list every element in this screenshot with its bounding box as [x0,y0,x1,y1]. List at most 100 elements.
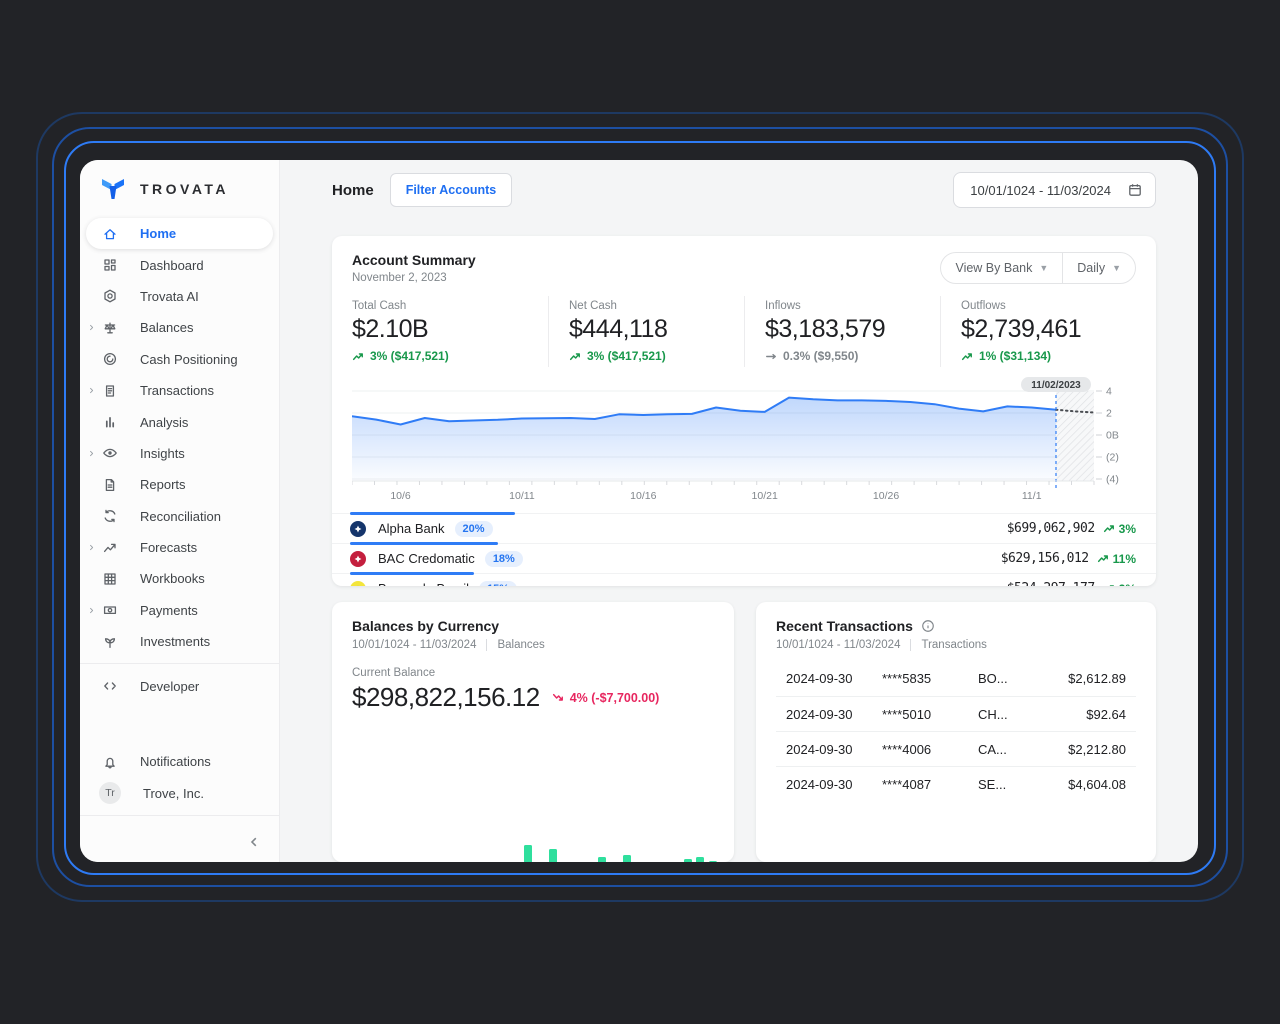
bar-chart-icon [102,414,118,430]
sidebar-item-balances[interactable]: Balances [80,312,279,343]
caret-down-icon: ▼ [1039,263,1049,273]
transactions-tab-label: Transactions [921,639,987,651]
trend-icon [102,540,118,556]
chevron-right-icon[interactable] [87,543,96,552]
transactions-table: 2024-09-30 ****5835 BO... $2,612.89 2024-09-… [776,661,1136,801]
sidebar-item-analysis[interactable]: Analysis [80,406,279,437]
transaction-row[interactable]: 2024-09-30 ****4087 SE... $4,604.08 [776,766,1136,801]
account-summary-title: Account Summary [352,252,476,268]
sidebar-item-label: Trove, Inc. [143,785,204,801]
sidebar-item-trovata-ai[interactable]: Trovata AI [80,281,279,312]
bar-segment [684,859,693,862]
balances-card-subheader: 10/01/1024 - 11/03/2024 Balances [352,639,714,651]
sidebar-collapse-row [80,822,279,862]
page-title: Home [332,181,374,199]
frequency-dropdown[interactable]: Daily ▼ [1062,253,1135,283]
trovata-logo-icon [102,179,124,199]
divider [910,639,912,651]
svg-text:11/1: 11/1 [1022,490,1042,502]
currency-bar-chart[interactable] [352,845,717,862]
sidebar-item-developer[interactable]: Developer [80,670,279,701]
sidebar-item-insights[interactable]: Insights [80,438,279,469]
sidebar-collapse-button[interactable] [245,833,263,851]
sidebar-divider [80,663,279,665]
chevron-right-icon[interactable] [87,386,96,395]
filter-accounts-button[interactable]: Filter Accounts [389,173,513,207]
bank-percent-badge: 15% [479,580,518,586]
sidebar-item-investments[interactable]: Investments [80,626,279,657]
sidebar-item-forecasts[interactable]: Forecasts [80,532,279,563]
balance-delta: 4% (-$7,700.00) [552,691,659,705]
sidebar-item-label: Workbooks [140,571,205,587]
svg-text:0B: 0B [1106,430,1119,442]
kpi-label: Outflows [961,300,1006,312]
transaction-row[interactable]: 2024-09-30 ****5010 CH... $92.64 [776,696,1136,731]
sidebar-item-transactions[interactable]: Transactions [80,375,279,406]
view-by-bank-label: View By Bank [955,261,1033,275]
trend-up-icon [1109,585,1114,586]
currency-bar [696,857,705,862]
svg-text:10/21: 10/21 [752,490,778,502]
sidebar-item-label: Transactions [140,383,214,399]
sidebar-item-payments[interactable]: Payments [80,595,279,626]
currency-bar [524,845,533,862]
topbar: Home Filter Accounts 10/01/1024 - 11/03/… [332,160,1156,220]
bank-list: Alpha Bank 20% $699,062,902 3% BAC Credomati… [332,512,1156,586]
currency-bar [622,855,631,862]
balances-tab-label: Balances [497,639,545,651]
sidebar-footer: Notifications Tr Trove, Inc. [80,746,279,862]
bar-segment [524,845,533,862]
chevron-right-icon[interactable] [87,323,96,332]
dashboard-icon [102,257,118,273]
sidebar-item-reconciliation[interactable]: Reconciliation [80,501,279,532]
balance-trend-chart[interactable]: 4 2 0B (2) (4) 10/6 10/11 10/16 10/21 10/26 11/1 11… [352,377,1136,507]
transaction-row[interactable]: 2024-09-30 ****4006 CA... $2,212.80 [776,731,1136,766]
sidebar-item-cash-positioning[interactable]: Cash Positioning [80,344,279,375]
chevron-right-icon[interactable] [87,606,96,615]
sidebar-item-workbooks[interactable]: Workbooks [80,563,279,594]
kpi-outflows: Outflows $2,739,461 1% ($31,134) [940,296,1136,367]
currency-bar [548,849,557,862]
bank-name: Alpha Bank [378,521,445,536]
kpi-inflows: Inflows $3,183,579 0.3% ($9,550) [744,296,940,367]
bank-change: 3% [1103,522,1136,536]
bank-row-bac-credomatic[interactable]: BAC Credomatic 18% $629,156,012 11% [332,542,1156,573]
sidebar-item-home[interactable]: Home [86,218,273,250]
brand: TROVATA [80,160,279,218]
sidebar-item-reports[interactable]: Reports [80,469,279,500]
caret-down-icon: ▼ [1112,263,1121,273]
kpi-net-cash: Net Cash $444,118 3% ($417,521) [548,296,744,367]
sync-icon [102,508,118,524]
sidebar-item-notifications[interactable]: Notifications [80,746,279,777]
sidebar-item-label: Reconciliation [140,508,221,524]
sidebar-item-label: Investments [140,634,211,650]
org-avatar: Tr [99,782,121,805]
bank-row-banco-do-brasil[interactable]: Banco do Brasil 15% $524,297,177 2% [332,572,1156,586]
sidebar-item-label: Analysis [140,414,189,430]
tx-amount: $2,612.89 [1068,671,1126,686]
date-range-picker[interactable]: 10/01/1024 - 11/03/2024 [953,172,1156,208]
svg-text:2: 2 [1106,408,1112,420]
kpi-value: $2.10B [352,315,429,343]
sidebar-item-trove-inc[interactable]: Tr Trove, Inc. [80,778,279,809]
sidebar-item-label: Reports [140,477,186,493]
svg-text:10/26: 10/26 [873,490,899,502]
app-window: TROVATA Home Dashboard Trovata AI Balances C… [80,160,1198,862]
view-by-bank-dropdown[interactable]: View By Bank ▼ [941,253,1062,283]
sidebar-item-label: Balances [140,320,194,336]
recent-transactions-card: Recent Transactions 10/01/1024 - 11/03/2… [756,602,1156,862]
banknote-icon [102,602,118,618]
svg-text:10/6: 10/6 [390,490,411,502]
bank-row-alpha-bank[interactable]: Alpha Bank 20% $699,062,902 3% [332,512,1156,543]
bank-progress-bar [350,572,474,575]
transaction-row[interactable]: 2024-09-30 ****5835 BO... $2,612.89 [776,661,1136,696]
info-icon[interactable] [921,619,935,633]
chevron-right-icon[interactable] [87,449,96,458]
current-balance-label: Current Balance [352,667,436,679]
trend-down-icon [552,693,563,701]
svg-text:(4): (4) [1106,474,1119,486]
sidebar-item-dashboard[interactable]: Dashboard [80,249,279,280]
tx-amount: $92.64 [1086,706,1126,722]
sidebar-nav-secondary: Developer [80,670,279,701]
eye-icon [102,445,118,461]
